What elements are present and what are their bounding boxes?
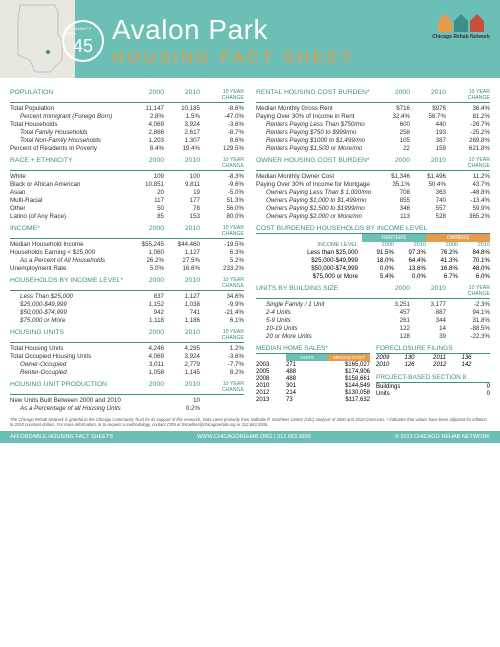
logo: Chicago Rehab Network bbox=[430, 14, 492, 64]
community-area-circle: COMMUNITY AREA 45 bbox=[62, 20, 104, 62]
data-row: Total Population 11,147 10,185 -8.6% bbox=[10, 104, 244, 112]
data-row: Percent of Residents In Poverty 8.4% 19.… bbox=[10, 144, 244, 152]
data-row: As a Percentage of all Housing Units 0.2… bbox=[10, 404, 244, 412]
data-row: 10-19 Units 122 14 -88.5% bbox=[256, 324, 490, 332]
data-row: White 109 100 -8.3% bbox=[10, 172, 244, 180]
data-row: $75,000 or More 1,118 1,186 6.1% bbox=[10, 316, 244, 324]
data-row: Median Household Income $55,245 $44,460 … bbox=[10, 240, 244, 248]
footnote: The Chicago Rehab Network is grateful to… bbox=[0, 414, 500, 431]
data-row: 201373$117,632 bbox=[256, 396, 370, 403]
section-head: HOUSING UNITS 2000 2010 10 YEAR CHANGE bbox=[10, 329, 244, 343]
header: COMMUNITY AREA 45 Avalon Park HOUSING FA… bbox=[0, 0, 500, 78]
data-row: Total Occupied Housing Units 4,069 3,924… bbox=[10, 352, 244, 360]
foreclosure-section8: FORECLOSURE FILINGS 20091302011136201012… bbox=[376, 345, 490, 403]
data-row: Total Housing Units 4,246 4,295 1.2% bbox=[10, 344, 244, 352]
data-row: Other 50 78 56.0% bbox=[10, 204, 244, 212]
data-row: Owners Paying Less Than $ 1,000/mo 708 3… bbox=[256, 188, 490, 196]
bottom-grid: MEDIAN HOME SALES* UNITSMEDIAN COST 2003… bbox=[256, 345, 490, 403]
data-row: Renters Paying $1000 to $1,499/mo 105 38… bbox=[256, 136, 490, 144]
data-row: Owners Paying $1,000 to $1,499/mo 855 74… bbox=[256, 196, 490, 204]
section-head: OWNER HOUSING COST BURDEN* 2000 2010 10 … bbox=[256, 157, 490, 171]
section-head: POPULATION 2000 2010 10 YEAR CHANGE bbox=[10, 89, 244, 103]
data-row: Less than $25,00091.5%97.3%76.2%84.8% bbox=[256, 248, 490, 256]
data-row: 2005488$174,906 bbox=[256, 368, 370, 375]
data-row: $25,000-$49,99918.0%64.4%41.3%70.1% bbox=[256, 256, 490, 264]
data-row: Owner-Occupied 3,011 2,779 -7.7% bbox=[10, 360, 244, 368]
data-row: Owners Paying $2,000 or More/mo 113 528 … bbox=[256, 212, 490, 220]
data-row: $50,000-$74,9990.0%13.6%16.8%48.0% bbox=[256, 264, 490, 272]
median-sales: MEDIAN HOME SALES* UNITSMEDIAN COST 2003… bbox=[256, 345, 370, 403]
data-row: Median Monthly Owner Cost $1,346 $1,496 … bbox=[256, 172, 490, 180]
section-head: COST BURDENED HOUSEHOLDS BY INCOME LEVEL bbox=[256, 225, 490, 234]
cb-subhead: RENTERSOWNERS bbox=[256, 234, 490, 242]
data-row: 2-4 Units 457 887 94.1% bbox=[256, 308, 490, 316]
data-row: Units0 bbox=[376, 390, 490, 397]
data-row: 2003271$165,027 bbox=[256, 361, 370, 368]
data-row: As a Percent of All Households 26.2% 27.… bbox=[10, 256, 244, 264]
data-row: 20091302011136 bbox=[376, 354, 490, 361]
data-row: Total Households 4,069 3,924 -3.6% bbox=[10, 120, 244, 128]
section-head: INCOME* 2000 2010 10 YEAR CHANGE bbox=[10, 225, 244, 239]
data-row: Renter-Occupied 1,058 1,145 8.2% bbox=[10, 368, 244, 376]
cb-colhead: INCOME LEVEL2000201020002010 bbox=[256, 242, 490, 248]
data-row: Median Monthly Gross Rent $716 $976 36.4… bbox=[256, 104, 490, 112]
data-row: Households Earning < $25,000 1,060 1,127… bbox=[10, 248, 244, 256]
data-row: Multi-Racial 117 177 51.3% bbox=[10, 196, 244, 204]
data-row: $50,000-$74,999 942 741 -21.4% bbox=[10, 308, 244, 316]
data-row: Asian 20 19 -5.0% bbox=[10, 188, 244, 196]
footer-right: © 2013 CHICAGO REHAB NETWORK bbox=[395, 434, 490, 440]
data-row: Total Non-Family Households 1,203 1,307 … bbox=[10, 136, 244, 144]
data-row: Paying Over 30% of Income in Rent 32.4% … bbox=[256, 112, 490, 120]
data-row: Buildings0 bbox=[376, 383, 490, 390]
section-head: HOUSEHOLDS BY INCOME LEVEL* 2000 2010 10… bbox=[10, 277, 244, 291]
footer: AFFORDABLE HOUSING FACT SHEETS WWW.CHICA… bbox=[0, 431, 500, 443]
data-row: New Units Built Between 2000 and 2010 10 bbox=[10, 396, 244, 404]
content: POPULATION 2000 2010 10 YEAR CHANGE Tota… bbox=[0, 78, 500, 414]
data-row: 20101262012142 bbox=[376, 361, 490, 368]
data-row: 5-9 Units 261 344 31.8% bbox=[256, 316, 490, 324]
data-row: Renters Paying $750 to $999/mo 258 193 -… bbox=[256, 128, 490, 136]
data-row: $75,000 or More5.4%0.0%6.7%6.0% bbox=[256, 272, 490, 280]
footer-left: AFFORDABLE HOUSING FACT SHEETS bbox=[10, 434, 113, 440]
data-row: Percent Immigrant (Foreign Born) 2.8% 1.… bbox=[10, 112, 244, 120]
data-row: 2010301$144,549 bbox=[256, 382, 370, 389]
community-area-label: COMMUNITY AREA bbox=[64, 26, 102, 36]
section-head: HOUSING UNIT PRODUCTION 2000 2010 10 YEA… bbox=[10, 381, 244, 395]
community-area-number: 45 bbox=[73, 36, 93, 57]
logo-text: Chicago Rehab Network bbox=[430, 34, 492, 40]
page-subtitle: HOUSING FACT SHEET bbox=[112, 48, 355, 68]
data-row: Black or African American 10,851 9,811 -… bbox=[10, 180, 244, 188]
data-row: 2012214$130,058 bbox=[256, 389, 370, 396]
section-head: RENTAL HOUSING COST BURDEN* 2000 2010 10… bbox=[256, 89, 490, 103]
section-head: UNITS BY BUILDING SIZE 2000 2010 10 YEAR… bbox=[256, 285, 490, 299]
data-row: Renters Paying Less Than $750/mo 600 440… bbox=[256, 120, 490, 128]
data-row: Unemployment Rate 5.0% 16.6% 233.2% bbox=[10, 264, 244, 272]
data-row: 20 or More Units 128 39 -22.3% bbox=[256, 332, 490, 340]
footer-center: WWW.CHICAGOREHAB.ORG | 312.663.3936 bbox=[197, 434, 311, 440]
data-row: Paying Over 30% of Income for Mortgage 3… bbox=[256, 180, 490, 188]
data-row: Renters Paying $1,500 or More/mo 22 159 … bbox=[256, 144, 490, 152]
data-row: Owners Paying $1,500 to $1999/mo 348 557… bbox=[256, 204, 490, 212]
right-column: RENTAL HOUSING COST BURDEN* 2000 2010 10… bbox=[250, 84, 490, 412]
data-row: Less Than $25,000 837 1,127 34.6% bbox=[10, 292, 244, 300]
data-row: Single Family / 1 Unit 3,251 3,177 -2.3% bbox=[256, 300, 490, 308]
data-row: Latino (of Any Race) 85 153 80.0% bbox=[10, 212, 244, 220]
section-head: RACE + ETHNICITY 2000 2010 10 YEAR CHANG… bbox=[10, 157, 244, 171]
page-title: Avalon Park bbox=[112, 14, 268, 46]
data-row: $25,000-$49,999 1,152 1,038 -9.9% bbox=[10, 300, 244, 308]
data-row: Total Family Households 2,866 2,617 -8.7… bbox=[10, 128, 244, 136]
data-row: 2008488$158,661 bbox=[256, 375, 370, 382]
left-column: POPULATION 2000 2010 10 YEAR CHANGE Tota… bbox=[10, 84, 250, 412]
